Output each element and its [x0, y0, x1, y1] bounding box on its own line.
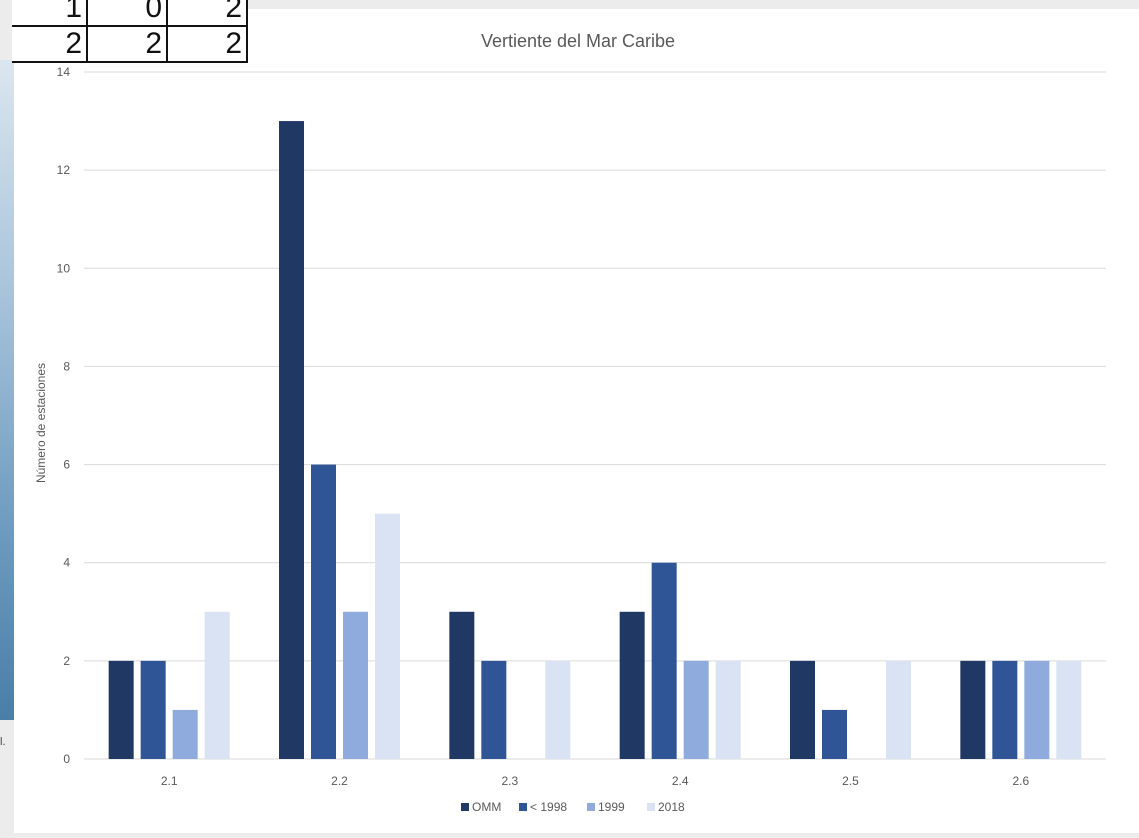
bar — [683, 660, 709, 759]
background-text-fragment: l. — [0, 736, 6, 748]
y-tick-label: 12 — [57, 163, 71, 177]
legend-swatch — [587, 803, 595, 811]
y-axis-label: Número de estaciones — [34, 363, 48, 483]
bar — [992, 660, 1018, 759]
legend-swatch — [519, 803, 527, 811]
y-tick-label: 0 — [63, 752, 70, 766]
table-row: 2 2 2 — [12, 25, 248, 63]
x-tick-label: 2.4 — [672, 774, 689, 788]
bar — [279, 121, 304, 760]
table-row: 1 0 2 — [12, 0, 248, 27]
chart-title: Vertiente del Mar Caribe — [481, 31, 675, 51]
bar — [545, 660, 571, 759]
gridlines — [84, 71, 1106, 760]
y-tick-label: 2 — [63, 654, 70, 668]
bar — [204, 611, 230, 759]
y-tick-label: 14 — [57, 65, 71, 79]
bar — [172, 709, 198, 759]
bar — [1056, 660, 1082, 759]
table-cell: 1 — [12, 0, 88, 27]
legend-swatch — [461, 803, 469, 811]
bar — [311, 464, 336, 759]
bar — [1024, 660, 1050, 759]
x-axis-ticks: 2.1 2.2 2.3 2.4 2.5 2.6 — [161, 774, 1030, 788]
legend-swatch — [647, 803, 655, 811]
legend-label: < 1998 — [530, 800, 567, 814]
y-axis-ticks: 0 2 4 6 8 10 12 14 — [57, 65, 71, 766]
x-tick-label: 2.3 — [501, 774, 518, 788]
bar — [651, 562, 677, 759]
background-document-strip — [0, 60, 14, 720]
x-tick-label: 2.5 — [842, 774, 859, 788]
data-table-fragment: 1 0 2 2 2 2 — [12, 0, 248, 63]
bar — [481, 660, 507, 759]
y-tick-label: 10 — [57, 261, 71, 275]
table-cell: 0 — [86, 0, 168, 27]
chart-panel: 1 0 2 2 2 2 Vertiente del Mar Caribe Núm… — [12, 0, 1139, 833]
table-cell: 2 — [166, 25, 248, 63]
bars — [108, 121, 1082, 760]
bar — [790, 660, 815, 759]
bar — [715, 660, 741, 759]
x-tick-label: 2.1 — [161, 774, 178, 788]
legend: OMM < 1998 1999 2018 — [461, 800, 685, 814]
table-cell: 2 — [166, 0, 248, 27]
legend-label: OMM — [472, 800, 501, 814]
table-cell: 2 — [12, 25, 88, 63]
y-tick-label: 4 — [63, 556, 70, 570]
bar — [108, 660, 134, 759]
bar — [822, 709, 847, 759]
y-tick-label: 6 — [63, 458, 70, 472]
bar — [140, 660, 166, 759]
bar — [375, 513, 400, 759]
bar — [343, 611, 368, 759]
legend-label: 1999 — [598, 800, 625, 814]
bar — [886, 660, 911, 759]
y-tick-label: 8 — [63, 359, 70, 373]
table-cell: 2 — [86, 25, 168, 63]
bar — [619, 611, 645, 759]
x-tick-label: 2.6 — [1012, 774, 1029, 788]
bar — [449, 611, 475, 759]
x-tick-label: 2.2 — [331, 774, 348, 788]
bar — [960, 660, 986, 759]
bar-chart: Vertiente del Mar Caribe Número de estac… — [34, 31, 1106, 814]
legend-label: 2018 — [658, 800, 685, 814]
